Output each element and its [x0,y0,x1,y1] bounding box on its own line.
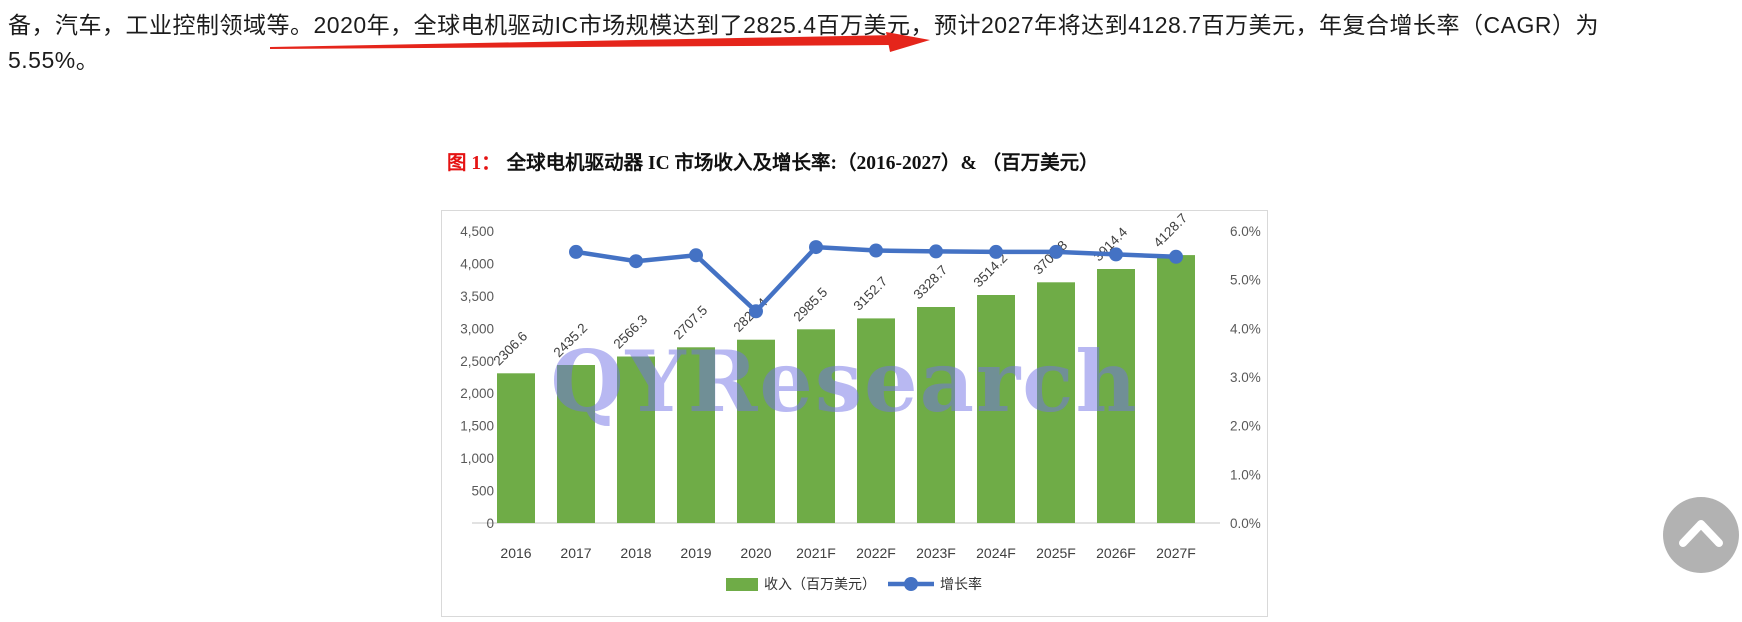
right-axis-tick: 5.0% [1230,273,1261,288]
figure-title-text: 全球电机驱动器 IC 市场收入及增长率:（2016-2027）& （百万美元） [506,153,1099,174]
revenue-bar [857,318,895,523]
revenue-bar [737,339,775,523]
growth-rate-marker [869,243,883,258]
growth-rate-marker [1109,247,1123,262]
right-axis-tick: 6.0% [1230,224,1261,239]
revenue-bar [677,347,715,523]
left-axis-tick: 3,000 [460,321,494,336]
bar-value-label: 3514.2 [971,250,1011,290]
revenue-bar [1157,255,1195,523]
watermark: QYResearch [550,332,1138,431]
chart-legend: 收入（百万美元） 增长率 [726,576,982,592]
x-axis-label: 2016 [500,545,531,561]
x-axis-label: 2023F [916,545,956,561]
x-axis-label: 2017 [560,545,591,561]
growth-rate-marker [749,304,763,319]
x-axis-label: 2027F [1156,545,1196,561]
growth-rate-marker [689,248,703,263]
revenue-growth-chart: 4,500 4,000 3,500 3,000 2,500 2,000 1,500 1,000… [441,210,1268,617]
revenue-bar [1037,282,1075,523]
growth-rate-marker [629,254,643,269]
x-axis-label: 2018 [620,545,651,561]
left-axis-tick: 4,500 [460,224,494,239]
paragraph-line-1: 备，汽车，工业控制领域等。2020年，全球电机驱动IC市场规模达到了2825.4… [8,12,1599,38]
legend-bar-swatch [726,578,758,591]
right-axis-tick: 1.0% [1230,467,1261,482]
scroll-to-top-button[interactable] [1663,497,1739,573]
red-arrow-shaft [270,35,896,49]
x-axis-label: 2021F [796,545,836,561]
growth-rate-marker [929,244,943,259]
bar-value-label: 2985.5 [791,285,831,325]
revenue-bar [917,307,955,523]
x-axis-label: 2025F [1036,545,1076,561]
growth-rate-marker [989,244,1003,259]
x-axis-label: 2019 [680,545,711,561]
left-axis-tick: 1,000 [460,451,494,466]
bar-value-label: 3328.7 [911,262,951,302]
left-axis-tick: 1,500 [460,419,494,434]
revenue-bar [797,329,835,523]
bar-value-label: 4128.7 [1151,211,1191,250]
right-axis-tick: 4.0% [1230,321,1261,336]
red-arrow-head [886,32,930,52]
x-axis-label: 2024F [976,545,1016,561]
left-axis-tick: 500 [471,484,494,499]
right-axis-tick: 2.0% [1230,419,1261,434]
growth-rate-marker [1049,244,1063,259]
x-axis-label: 2020 [740,545,771,561]
legend-line-marker [904,577,918,591]
revenue-bar [1097,269,1135,523]
chevron-up-icon [1679,520,1723,547]
paragraph-line-2: 5.55%。 [8,47,100,73]
bar-value-label: 2306.6 [491,329,531,369]
left-axis-tick: 4,000 [460,256,494,271]
red-arrow-annotation [270,32,930,52]
bar-value-label: 3152.7 [851,274,891,314]
legend-bar-label: 收入（百万美元） [764,576,876,592]
growth-rate-marker [569,244,583,259]
right-axis-tick: 0.0% [1230,516,1261,531]
revenue-bar [617,356,655,523]
x-axis-label: 2026F [1096,545,1136,561]
left-axis-tick: 0 [486,516,494,531]
x-axis-label: 2022F [856,545,896,561]
figure-number-label: 图 1： [447,153,501,174]
legend-line-label: 增长率 [940,576,982,592]
revenue-bar [497,373,535,523]
bar-value-label: 3709.8 [1031,238,1071,278]
growth-rate-marker [1169,249,1183,264]
left-axis-tick: 3,500 [460,289,494,304]
revenue-bar [977,295,1015,523]
growth-rate-marker [809,240,823,255]
right-axis-tick: 3.0% [1230,370,1261,385]
revenue-bar [557,365,595,523]
left-axis-tick: 2,500 [460,354,494,369]
left-axis-tick: 2,000 [460,386,494,401]
figure-caption: 图 1： 全球电机驱动器 IC 市场收入及增长率:（2016-2027）& （百万… [447,146,1099,175]
